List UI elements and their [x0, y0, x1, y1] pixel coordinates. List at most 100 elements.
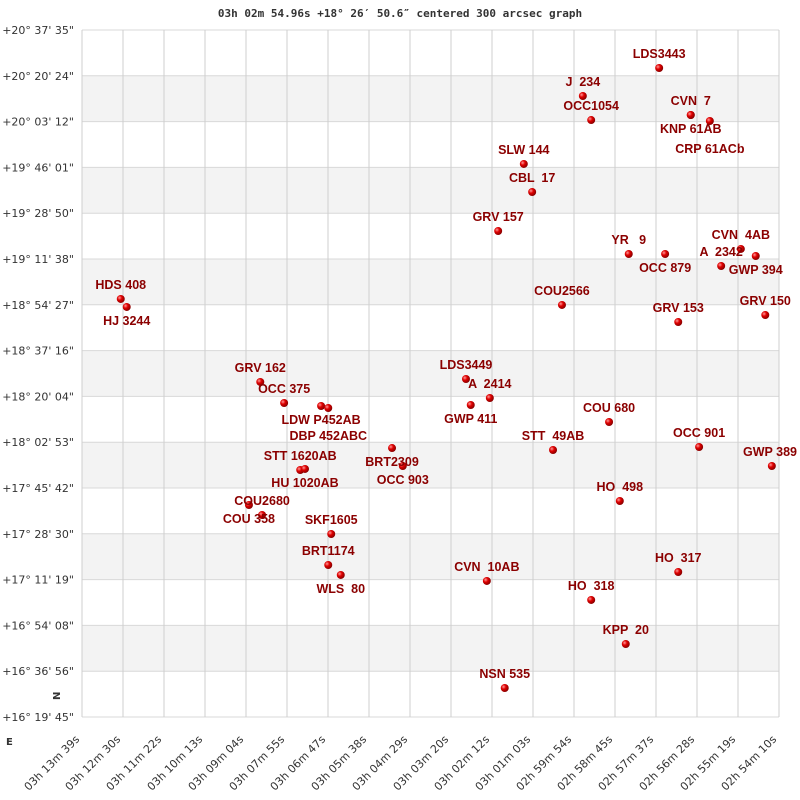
- star-marker[interactable]: [258, 510, 267, 519]
- star-marker[interactable]: [317, 402, 326, 411]
- star-label: GRV 162: [235, 361, 286, 375]
- star-marker[interactable]: [256, 377, 265, 386]
- star-marker[interactable]: [767, 462, 776, 471]
- star-label: COU 680: [583, 401, 635, 415]
- star-marker[interactable]: [761, 311, 770, 320]
- star-label: COU2566: [534, 284, 590, 298]
- star-marker[interactable]: [695, 442, 704, 451]
- y-tick-label: +20° 03' 12": [2, 116, 74, 129]
- star-marker[interactable]: [661, 249, 670, 258]
- y-tick-label: +16° 19' 45": [2, 711, 74, 724]
- star-marker[interactable]: [388, 444, 397, 453]
- star-label: KNP 61AB: [660, 122, 722, 136]
- star-marker[interactable]: [398, 462, 407, 471]
- star-label: A 2414: [468, 377, 511, 391]
- star-label: GRV 153: [653, 301, 704, 315]
- y-tick-label: +16° 36' 56": [2, 665, 74, 678]
- star-label: HO 318: [568, 579, 615, 593]
- star-marker[interactable]: [494, 226, 503, 235]
- star-marker[interactable]: [549, 446, 558, 455]
- star-marker[interactable]: [324, 560, 333, 569]
- star-label: GWP 411: [444, 412, 497, 426]
- star-marker[interactable]: [280, 398, 289, 407]
- star-label: HU 1020AB: [271, 476, 338, 490]
- star-label: HO 498: [597, 480, 644, 494]
- star-marker[interactable]: [674, 568, 683, 577]
- y-tick-label: +17° 28' 30": [2, 528, 74, 541]
- star-marker[interactable]: [122, 302, 131, 311]
- star-label: KPP 20: [603, 623, 649, 637]
- north-marker: N: [52, 692, 63, 700]
- grid-band: [82, 625, 779, 672]
- star-marker[interactable]: [705, 116, 714, 125]
- star-marker[interactable]: [674, 317, 683, 326]
- star-label: LDS3443: [633, 47, 686, 61]
- y-tick-label: +19° 46' 01": [2, 161, 74, 174]
- star-marker[interactable]: [336, 570, 345, 579]
- star-marker[interactable]: [587, 116, 596, 125]
- y-tick-label: +20° 37' 35": [2, 24, 74, 37]
- star-marker[interactable]: [557, 300, 566, 309]
- star-marker[interactable]: [324, 404, 333, 413]
- star-label: OCC 903: [377, 473, 429, 487]
- star-label: GRV 150: [740, 294, 791, 308]
- star-label: LDS3449: [440, 358, 493, 372]
- star-label: BRT2309: [365, 455, 419, 469]
- star-marker[interactable]: [300, 464, 309, 473]
- star-marker[interactable]: [500, 684, 509, 693]
- star-label: HJ 3244: [103, 314, 150, 328]
- star-label: CBL 17: [509, 171, 555, 185]
- grid-band: [82, 167, 779, 214]
- star-label: COU 358: [223, 512, 275, 526]
- star-marker[interactable]: [244, 500, 253, 509]
- star-marker[interactable]: [461, 375, 470, 384]
- star-label: WLS 80: [316, 582, 365, 596]
- star-marker[interactable]: [655, 64, 664, 73]
- y-tick-label: +19° 28' 50": [2, 207, 74, 220]
- y-tick-label: +18° 20' 04": [2, 390, 74, 403]
- star-marker[interactable]: [528, 188, 537, 197]
- star-label: SLW 144: [498, 143, 549, 157]
- star-label: HDS 408: [95, 278, 146, 292]
- y-tick-label: +18° 02' 53": [2, 436, 74, 449]
- star-marker[interactable]: [116, 294, 125, 303]
- y-tick-label: +16° 54' 08": [2, 619, 74, 632]
- star-marker[interactable]: [587, 595, 596, 604]
- chart-title: 03h 02m 54.96s +18° 26′ 50.6″ centered 3…: [218, 7, 582, 20]
- star-label: STT 1620AB: [264, 449, 337, 463]
- star-label: OCC 901: [673, 426, 725, 440]
- grid-band: [82, 350, 779, 397]
- star-label: BRT1174: [302, 544, 355, 558]
- star-marker[interactable]: [624, 249, 633, 258]
- star-marker[interactable]: [327, 529, 336, 538]
- star-marker[interactable]: [736, 244, 745, 253]
- star-marker[interactable]: [519, 159, 528, 168]
- star-marker[interactable]: [485, 394, 494, 403]
- star-label: LDW P452AB: [281, 413, 360, 427]
- star-marker[interactable]: [466, 400, 475, 409]
- grid-band: [82, 75, 779, 122]
- star-label: GWP 394: [729, 263, 783, 277]
- star-marker[interactable]: [482, 576, 491, 585]
- star-marker[interactable]: [751, 251, 760, 260]
- star-label: OCC 375: [258, 382, 310, 396]
- y-tick-label: +18° 37' 16": [2, 345, 74, 358]
- east-marker: E: [6, 737, 13, 748]
- y-tick-label: +17° 11' 19": [2, 574, 74, 587]
- grid-band: [82, 533, 779, 580]
- star-marker[interactable]: [605, 417, 614, 426]
- star-label: CVN 7: [671, 94, 711, 108]
- star-label: CRP 61ACb: [675, 142, 745, 156]
- star-marker[interactable]: [686, 110, 695, 119]
- star-label: GRV 157: [473, 210, 524, 224]
- star-marker[interactable]: [621, 639, 630, 648]
- star-label: A 2342: [700, 245, 743, 259]
- star-label: OCC1054: [563, 99, 619, 113]
- star-marker[interactable]: [717, 261, 726, 270]
- y-tick-label: +19° 11' 38": [2, 253, 74, 266]
- star-label: CVN 10AB: [454, 560, 519, 574]
- star-marker[interactable]: [578, 91, 587, 100]
- grid-band: [82, 442, 779, 488]
- star-marker[interactable]: [615, 496, 624, 505]
- star-label: COU2680: [234, 494, 290, 508]
